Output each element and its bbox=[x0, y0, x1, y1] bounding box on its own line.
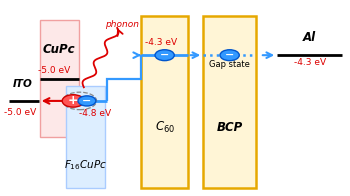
Text: -4.3 eV: -4.3 eV bbox=[145, 38, 177, 47]
Text: ITO: ITO bbox=[13, 79, 33, 89]
Text: −: − bbox=[160, 50, 169, 60]
Text: -4.8 eV: -4.8 eV bbox=[79, 109, 111, 118]
Text: -4.3 eV: -4.3 eV bbox=[294, 58, 326, 67]
Text: BCP: BCP bbox=[217, 121, 243, 134]
Bar bbox=[203, 16, 257, 188]
Circle shape bbox=[220, 50, 239, 61]
Bar bbox=[40, 20, 79, 137]
Text: phonon: phonon bbox=[105, 20, 139, 29]
Text: −: − bbox=[82, 96, 92, 106]
Circle shape bbox=[155, 50, 174, 61]
Text: -5.0 eV: -5.0 eV bbox=[38, 66, 70, 75]
Text: CuPc: CuPc bbox=[42, 43, 75, 56]
Circle shape bbox=[62, 95, 84, 107]
Text: +: + bbox=[68, 94, 78, 107]
Text: −: − bbox=[225, 50, 234, 60]
Text: $F_{16}CuPc$: $F_{16}CuPc$ bbox=[64, 158, 107, 172]
Bar bbox=[141, 16, 188, 188]
Text: Al: Al bbox=[303, 31, 316, 44]
Bar bbox=[65, 86, 105, 188]
Text: -5.0 eV: -5.0 eV bbox=[4, 108, 36, 117]
Text: Gap state: Gap state bbox=[209, 60, 250, 69]
Text: $C_{60}$: $C_{60}$ bbox=[155, 120, 175, 135]
Circle shape bbox=[78, 96, 96, 106]
